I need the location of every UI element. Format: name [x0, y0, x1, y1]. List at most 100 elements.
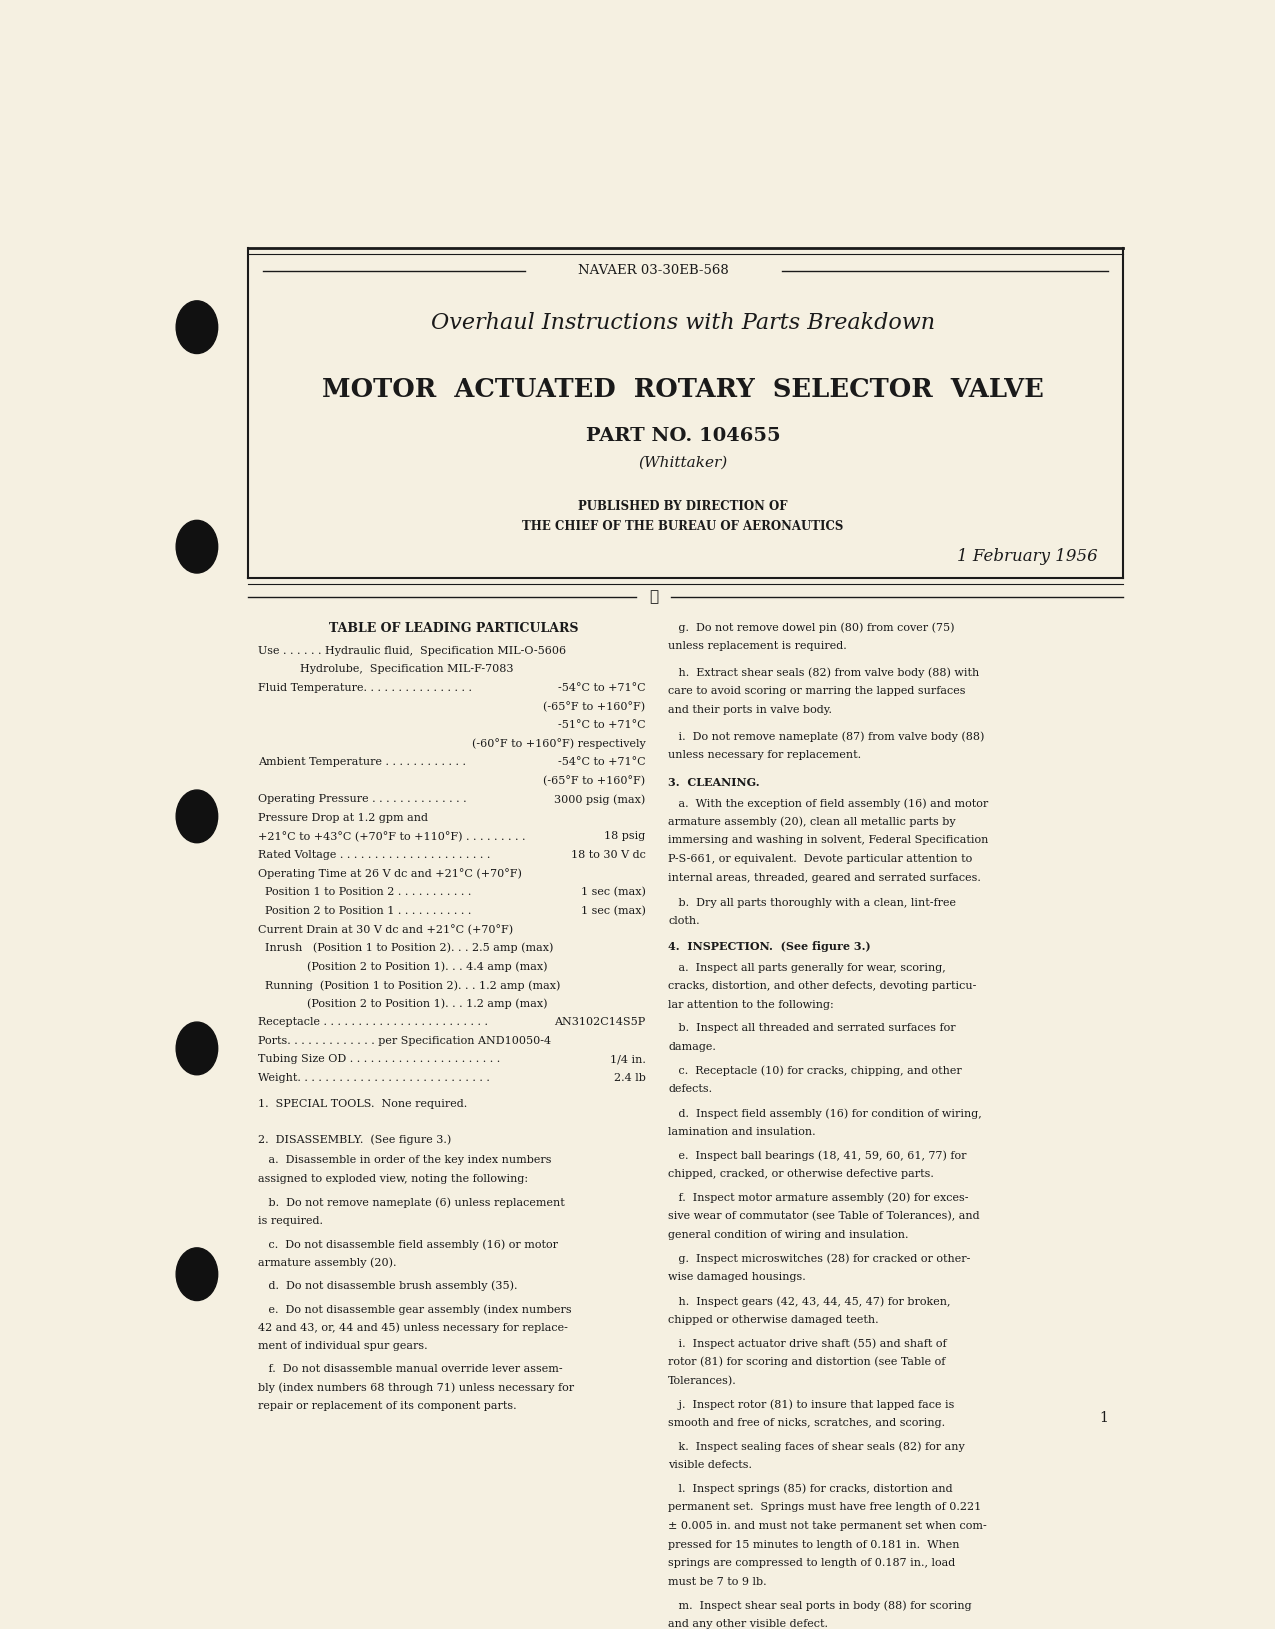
Text: b.  Dry all parts thoroughly with a clean, lint-free: b. Dry all parts thoroughly with a clean…	[668, 898, 956, 907]
Text: Rated Voltage . . . . . . . . . . . . . . . . . . . . . .: Rated Voltage . . . . . . . . . . . . . …	[258, 850, 491, 860]
Text: (Position 2 to Position 1). . . 1.2 amp (max): (Position 2 to Position 1). . . 1.2 amp …	[258, 999, 548, 1008]
Text: Fluid Temperature. . . . . . . . . . . . . . . .: Fluid Temperature. . . . . . . . . . . .…	[258, 683, 472, 692]
Text: immersing and washing in solvent, Federal Specification: immersing and washing in solvent, Federa…	[668, 836, 988, 845]
Text: defects.: defects.	[668, 1085, 713, 1095]
Text: Receptacle . . . . . . . . . . . . . . . . . . . . . . . .: Receptacle . . . . . . . . . . . . . . .…	[258, 1016, 488, 1026]
Text: l.  Inspect springs (85) for cracks, distortion and: l. Inspect springs (85) for cracks, dist…	[668, 1484, 952, 1494]
Text: visible defects.: visible defects.	[668, 1460, 752, 1469]
Text: b.  Inspect all threaded and serrated surfaces for: b. Inspect all threaded and serrated sur…	[668, 1023, 956, 1033]
Text: 1 sec (max): 1 sec (max)	[580, 888, 645, 898]
Text: Operating Time at 26 V dc and +21°C (+70°F): Operating Time at 26 V dc and +21°C (+70…	[258, 868, 521, 880]
Text: 18 psig: 18 psig	[604, 831, 645, 842]
Text: j.  Inspect rotor (81) to insure that lapped face is: j. Inspect rotor (81) to insure that lap…	[668, 1399, 955, 1409]
Text: a.  Disassemble in order of the key index numbers: a. Disassemble in order of the key index…	[258, 1155, 552, 1165]
Text: chipped or otherwise damaged teeth.: chipped or otherwise damaged teeth.	[668, 1315, 878, 1324]
Circle shape	[176, 1021, 218, 1075]
Text: bly (index numbers 68 through 71) unless necessary for: bly (index numbers 68 through 71) unless…	[258, 1383, 574, 1393]
Text: PART NO. 104655: PART NO. 104655	[585, 427, 780, 445]
Text: ± 0.005 in. and must not take permanent set when com-: ± 0.005 in. and must not take permanent …	[668, 1521, 987, 1531]
Text: (-65°F to +160°F): (-65°F to +160°F)	[543, 775, 645, 787]
Text: is required.: is required.	[258, 1215, 323, 1225]
Text: 4.  INSPECTION.  (See figure 3.): 4. INSPECTION. (See figure 3.)	[668, 942, 871, 953]
Text: repair or replacement of its component parts.: repair or replacement of its component p…	[258, 1401, 516, 1411]
Text: armature assembly (20), clean all metallic parts by: armature assembly (20), clean all metall…	[668, 816, 956, 828]
Text: a.  Inspect all parts generally for wear, scoring,: a. Inspect all parts generally for wear,…	[668, 963, 946, 973]
Text: assigned to exploded view, noting the following:: assigned to exploded view, noting the fo…	[258, 1175, 528, 1184]
Text: d.  Inspect field assembly (16) for condition of wiring,: d. Inspect field assembly (16) for condi…	[668, 1108, 982, 1119]
Text: a.  With the exception of field assembly (16) and motor: a. With the exception of field assembly …	[668, 798, 988, 810]
Text: Pressure Drop at 1.2 gpm and: Pressure Drop at 1.2 gpm and	[258, 813, 428, 823]
Text: 1/4 in.: 1/4 in.	[609, 1054, 645, 1064]
Text: h.  Inspect gears (42, 43, 44, 45, 47) for broken,: h. Inspect gears (42, 43, 44, 45, 47) fo…	[668, 1297, 951, 1306]
Text: i.  Inspect actuator drive shaft (55) and shaft of: i. Inspect actuator drive shaft (55) and…	[668, 1339, 947, 1349]
Text: unless necessary for replacement.: unless necessary for replacement.	[668, 749, 862, 761]
Text: THE CHIEF OF THE BUREAU OF AERONAUTICS: THE CHIEF OF THE BUREAU OF AERONAUTICS	[523, 520, 844, 533]
Text: 1: 1	[1099, 1411, 1108, 1425]
Text: Position 2 to Position 1 . . . . . . . . . . .: Position 2 to Position 1 . . . . . . . .…	[258, 906, 472, 915]
Text: permanent set.  Springs must have free length of 0.221: permanent set. Springs must have free le…	[668, 1502, 982, 1512]
Circle shape	[176, 1248, 218, 1300]
Text: Tolerances).: Tolerances).	[668, 1375, 737, 1386]
Text: (Whittaker): (Whittaker)	[639, 456, 728, 469]
Text: 2.  DISASSEMBLY.  (See figure 3.): 2. DISASSEMBLY. (See figure 3.)	[258, 1134, 451, 1145]
Text: e.  Do not disassemble gear assembly (index numbers: e. Do not disassemble gear assembly (ind…	[258, 1303, 571, 1315]
Text: and any other visible defect.: and any other visible defect.	[668, 1619, 829, 1629]
Text: Tubing Size OD . . . . . . . . . . . . . . . . . . . . . .: Tubing Size OD . . . . . . . . . . . . .…	[258, 1054, 500, 1064]
Text: smooth and free of nicks, scratches, and scoring.: smooth and free of nicks, scratches, and…	[668, 1417, 945, 1427]
Text: g.  Do not remove dowel pin (80) from cover (75): g. Do not remove dowel pin (80) from cov…	[668, 622, 955, 632]
Text: e.  Inspect ball bearings (18, 41, 59, 60, 61, 77) for: e. Inspect ball bearings (18, 41, 59, 60…	[668, 1150, 966, 1161]
Text: internal areas, threaded, geared and serrated surfaces.: internal areas, threaded, geared and ser…	[668, 873, 982, 883]
Text: 1 February 1956: 1 February 1956	[958, 549, 1098, 565]
Text: sive wear of commutator (see Table of Tolerances), and: sive wear of commutator (see Table of To…	[668, 1212, 980, 1222]
Text: -54°C to +71°C: -54°C to +71°C	[558, 757, 645, 767]
Text: g.  Inspect microswitches (28) for cracked or other-: g. Inspect microswitches (28) for cracke…	[668, 1254, 970, 1264]
Text: 3000 psig (max): 3000 psig (max)	[555, 795, 645, 805]
Text: general condition of wiring and insulation.: general condition of wiring and insulati…	[668, 1230, 909, 1240]
Text: rotor (81) for scoring and distortion (see Table of: rotor (81) for scoring and distortion (s…	[668, 1357, 946, 1367]
Circle shape	[176, 301, 218, 353]
Text: pressed for 15 minutes to length of 0.181 in.  When: pressed for 15 minutes to length of 0.18…	[668, 1539, 960, 1549]
Text: ment of individual spur gears.: ment of individual spur gears.	[258, 1341, 428, 1350]
Text: -54°C to +71°C: -54°C to +71°C	[558, 683, 645, 692]
Text: lar attention to the following:: lar attention to the following:	[668, 1000, 834, 1010]
Text: c.  Do not disassemble field assembly (16) or motor: c. Do not disassemble field assembly (16…	[258, 1240, 558, 1249]
Text: 18 to 30 V dc: 18 to 30 V dc	[571, 850, 645, 860]
Text: AN3102C14S5P: AN3102C14S5P	[555, 1016, 645, 1026]
Text: Running  (Position 1 to Position 2). . . 1.2 amp (max): Running (Position 1 to Position 2). . . …	[258, 981, 561, 990]
Circle shape	[176, 790, 218, 842]
Text: lamination and insulation.: lamination and insulation.	[668, 1127, 816, 1137]
Text: Ambient Temperature . . . . . . . . . . . .: Ambient Temperature . . . . . . . . . . …	[258, 757, 467, 767]
Text: armature assembly (20).: armature assembly (20).	[258, 1258, 397, 1267]
Text: (-65°F to +160°F): (-65°F to +160°F)	[543, 702, 645, 712]
Text: Use . . . . . . Hydraulic fluid,  Specification MIL-O-5606: Use . . . . . . Hydraulic fluid, Specifi…	[258, 645, 566, 656]
Text: ★: ★	[649, 590, 658, 604]
Text: m.  Inspect shear seal ports in body (88) for scoring: m. Inspect shear seal ports in body (88)…	[668, 1600, 972, 1611]
Text: must be 7 to 9 lb.: must be 7 to 9 lb.	[668, 1577, 766, 1587]
Text: springs are compressed to length of 0.187 in., load: springs are compressed to length of 0.18…	[668, 1559, 955, 1569]
Text: (Position 2 to Position 1). . . 4.4 amp (max): (Position 2 to Position 1). . . 4.4 amp …	[258, 961, 548, 973]
Text: cracks, distortion, and other defects, devoting particu-: cracks, distortion, and other defects, d…	[668, 981, 977, 990]
Circle shape	[176, 520, 218, 573]
Text: 1.  SPECIAL TOOLS.  None required.: 1. SPECIAL TOOLS. None required.	[258, 1100, 468, 1109]
Text: cloth.: cloth.	[668, 915, 700, 927]
Text: f.  Do not disassemble manual override lever assem-: f. Do not disassemble manual override le…	[258, 1365, 562, 1375]
Text: 2.4 lb: 2.4 lb	[613, 1074, 645, 1083]
Text: +21°C to +43°C (+70°F to +110°F) . . . . . . . . .: +21°C to +43°C (+70°F to +110°F) . . . .…	[258, 831, 525, 842]
Text: b.  Do not remove nameplate (6) unless replacement: b. Do not remove nameplate (6) unless re…	[258, 1197, 565, 1207]
Text: Inrush   (Position 1 to Position 2). . . 2.5 amp (max): Inrush (Position 1 to Position 2). . . 2…	[258, 943, 553, 953]
Text: NAVAER 03-30EB-568: NAVAER 03-30EB-568	[578, 264, 729, 277]
Text: 42 and 43, or, 44 and 45) unless necessary for replace-: 42 and 43, or, 44 and 45) unless necessa…	[258, 1323, 569, 1333]
Text: MOTOR  ACTUATED  ROTARY  SELECTOR  VALVE: MOTOR ACTUATED ROTARY SELECTOR VALVE	[323, 378, 1044, 402]
Text: care to avoid scoring or marring the lapped surfaces: care to avoid scoring or marring the lap…	[668, 686, 965, 696]
Text: P-S-661, or equivalent.  Devote particular attention to: P-S-661, or equivalent. Devote particula…	[668, 854, 973, 863]
Text: PUBLISHED BY DIRECTION OF: PUBLISHED BY DIRECTION OF	[579, 500, 788, 513]
Text: h.  Extract shear seals (82) from valve body (88) with: h. Extract shear seals (82) from valve b…	[668, 668, 979, 678]
Text: TABLE OF LEADING PARTICULARS: TABLE OF LEADING PARTICULARS	[329, 622, 578, 635]
Text: wise damaged housings.: wise damaged housings.	[668, 1272, 806, 1282]
Text: i.  Do not remove nameplate (87) from valve body (88): i. Do not remove nameplate (87) from val…	[668, 731, 984, 743]
Text: 1 sec (max): 1 sec (max)	[580, 906, 645, 915]
Text: f.  Inspect motor armature assembly (20) for exces-: f. Inspect motor armature assembly (20) …	[668, 1192, 969, 1204]
Text: c.  Receptacle (10) for cracks, chipping, and other: c. Receptacle (10) for cracks, chipping,…	[668, 1065, 963, 1077]
Text: Hydrolube,  Specification MIL-F-7083: Hydrolube, Specification MIL-F-7083	[258, 665, 514, 674]
Text: d.  Do not disassemble brush assembly (35).: d. Do not disassemble brush assembly (35…	[258, 1280, 518, 1292]
